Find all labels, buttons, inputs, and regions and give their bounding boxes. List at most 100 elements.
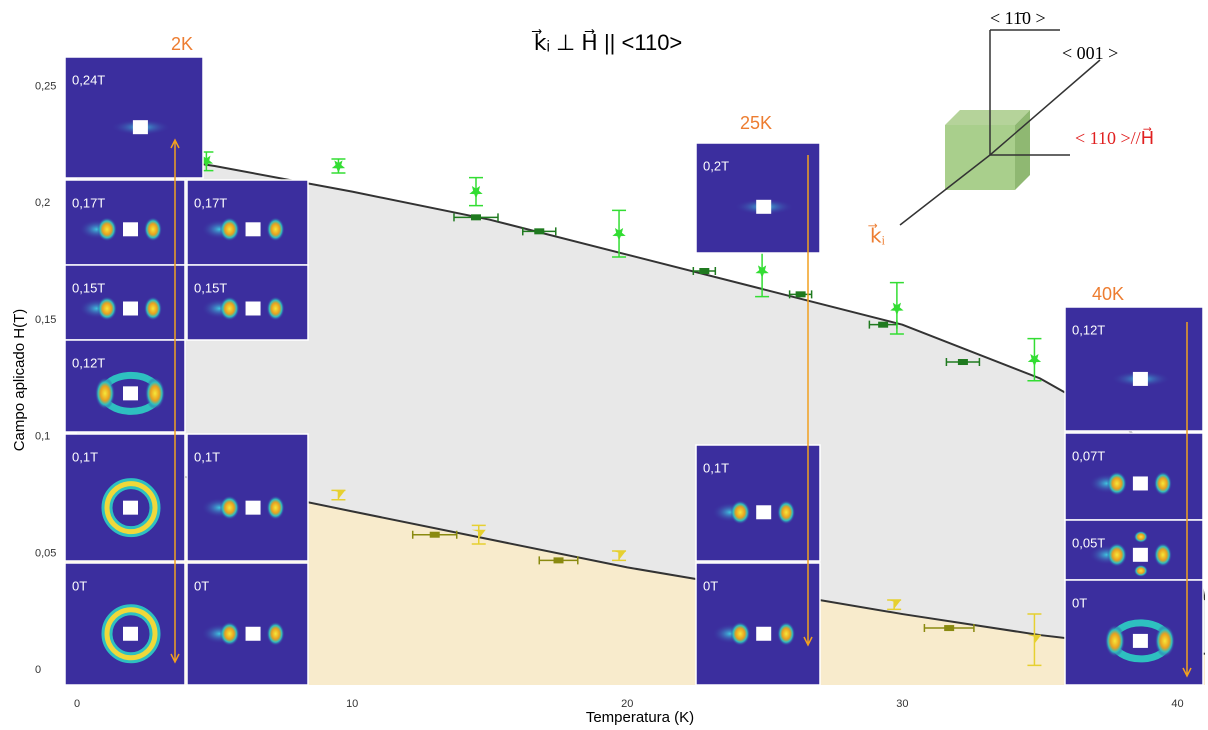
y-tick-label: 0 xyxy=(35,664,41,676)
data-point xyxy=(554,557,564,563)
chart-title: k⃗ᵢ ⊥ H⃗ || <110> xyxy=(531,29,682,55)
axis-direction: < 001 > xyxy=(1062,43,1118,63)
data-point xyxy=(944,625,954,631)
spot xyxy=(220,297,240,321)
inset-panel: 0,1T xyxy=(696,445,820,561)
data-point xyxy=(699,268,709,274)
y-tick-label: 0,25 xyxy=(35,81,56,93)
inset-panel: 0,07T xyxy=(1065,433,1203,520)
field-label: 0T xyxy=(703,578,718,593)
beam-stop xyxy=(246,302,261,316)
data-point xyxy=(430,532,440,538)
data-point xyxy=(878,322,888,328)
chart: 00,050,10,150,20,25010203040 0,24T0,17T0… xyxy=(0,0,1208,730)
beam-stop xyxy=(246,627,261,641)
field-label: 0,15T xyxy=(72,280,105,295)
beam-stop xyxy=(133,120,148,134)
spot xyxy=(97,217,117,241)
inset-panel: 0,1T xyxy=(187,434,308,561)
field-label: 0,07T xyxy=(1072,448,1105,463)
spot xyxy=(1105,625,1125,657)
y-axis-label: Campo aplicado H(T) xyxy=(11,309,28,452)
inset-panel: 0,12T xyxy=(65,340,185,432)
inset-panel: 0,15T xyxy=(65,265,185,340)
spot xyxy=(1155,625,1175,657)
beam-stop xyxy=(123,302,138,316)
x-tick-label: 30 xyxy=(896,698,908,710)
spot xyxy=(1134,531,1148,543)
field-label: 0T xyxy=(194,578,209,593)
field-label: 0,15T xyxy=(194,280,227,295)
temperature-label: 25K xyxy=(740,113,772,133)
beam-stop xyxy=(123,222,138,236)
beam-stop xyxy=(246,501,261,515)
inset-panel: 0,17T xyxy=(187,180,308,265)
x-tick-label: 40 xyxy=(1171,698,1183,710)
field-label: 0,1T xyxy=(703,460,729,475)
beam-stop xyxy=(1133,372,1148,386)
field-label: 0,05T xyxy=(1072,535,1105,550)
spot xyxy=(730,500,750,524)
beam-stop xyxy=(1133,634,1148,648)
axis-direction: < 11̄0 > xyxy=(990,8,1046,28)
beam-stop xyxy=(123,627,138,641)
field-label: 0,2T xyxy=(703,158,729,173)
temperature-label: 40K xyxy=(1092,284,1124,304)
panel-bg xyxy=(65,340,185,432)
field-label: 0,1T xyxy=(72,449,98,464)
beam-stop xyxy=(123,386,138,400)
spot xyxy=(1134,565,1148,577)
inset-panel: 0T xyxy=(65,563,185,685)
y-tick-label: 0,15 xyxy=(35,314,56,326)
axis-direction: < 110 >//H⃗ xyxy=(1075,127,1154,148)
field-label: 0T xyxy=(72,578,87,593)
cube-diagram: < 11̄0 > < 001 > < 110 >//H⃗ k⃗ᵢ xyxy=(868,8,1154,247)
data-point xyxy=(471,214,481,220)
inset-panel: 0T xyxy=(1065,580,1203,685)
inset-panel: 0,15T xyxy=(187,265,308,340)
spot xyxy=(220,496,240,520)
inset-panel: 0,17T xyxy=(65,180,185,265)
field-label: 0T xyxy=(1072,595,1087,610)
field-label: 0,24T xyxy=(72,72,105,87)
spot xyxy=(97,297,117,321)
spot xyxy=(95,377,115,409)
spot xyxy=(1154,471,1172,495)
field-label: 0,1T xyxy=(194,449,220,464)
spot xyxy=(1107,471,1127,495)
beam-stop xyxy=(1133,548,1148,562)
field-label: 0,17T xyxy=(72,195,105,210)
spot xyxy=(267,622,285,646)
data-point xyxy=(534,228,544,234)
data-point xyxy=(958,359,968,365)
temperature-label: 2K xyxy=(171,34,193,54)
x-axis-label: Temperatura (K) xyxy=(586,709,694,726)
beam-stop xyxy=(756,627,771,641)
data-point xyxy=(796,291,806,297)
x-tick-label: 0 xyxy=(74,698,80,710)
inset-panel: 0,12T xyxy=(1065,307,1203,431)
inset-panel: 0,2T xyxy=(696,143,820,253)
spot xyxy=(777,500,795,524)
spot xyxy=(144,297,162,321)
spot xyxy=(220,622,240,646)
beam-stop xyxy=(756,505,771,519)
spot xyxy=(777,622,795,646)
axis-direction: k⃗ᵢ xyxy=(868,223,886,248)
spot xyxy=(1154,543,1172,567)
y-tick-label: 0,05 xyxy=(35,547,56,559)
beam-stop xyxy=(1133,476,1148,490)
inset-panel: 0T xyxy=(696,563,820,685)
y-tick-label: 0,2 xyxy=(35,197,50,209)
inset-panel: 0,1T xyxy=(65,434,185,561)
spot xyxy=(144,217,162,241)
spot xyxy=(730,622,750,646)
spot xyxy=(145,377,165,409)
spot xyxy=(1107,543,1127,567)
spot xyxy=(220,217,240,241)
spot xyxy=(267,496,285,520)
field-label: 0,12T xyxy=(72,355,105,370)
beam-stop xyxy=(246,222,261,236)
field-label: 0,17T xyxy=(194,195,227,210)
beam-stop xyxy=(123,501,138,515)
